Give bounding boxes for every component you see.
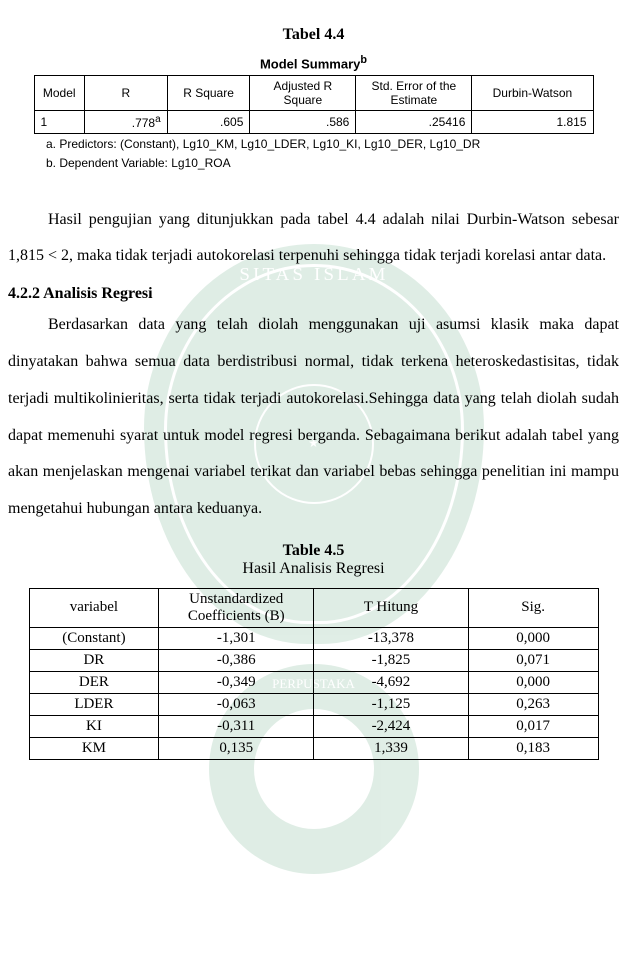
- reg-h-sig: Sig.: [468, 588, 598, 627]
- ms-r-sup: a: [155, 114, 161, 125]
- reg-cell: 0,017: [468, 715, 598, 737]
- reg-cell: -4,692: [314, 671, 469, 693]
- reg-cell: KI: [29, 715, 159, 737]
- reg-cell: KM: [29, 737, 159, 759]
- reg-cell: LDER: [29, 693, 159, 715]
- ms-r2: .605: [167, 111, 250, 134]
- table-4-5-title: Table 4.5: [8, 542, 619, 560]
- model-summary-table: Model R R Square Adjusted R Square Std. …: [34, 75, 594, 134]
- reg-cell: -0,386: [159, 649, 314, 671]
- table-row: KM 0,135 1,339 0,183: [29, 737, 598, 759]
- reg-h-t: T Hitung: [314, 588, 469, 627]
- table-row: LDER -0,063 -1,125 0,263: [29, 693, 598, 715]
- para1-text: Hasil pengujian yang ditunjukkan pada ta…: [8, 211, 619, 265]
- reg-cell: 0,000: [468, 671, 598, 693]
- reg-cell: -1,825: [314, 649, 469, 671]
- ms-h-se: Std. Error of the Estimate: [356, 76, 472, 111]
- ms-dw: 1.815: [472, 111, 593, 134]
- ms-h-dw: Durbin-Watson: [472, 76, 593, 111]
- ms-r-val: .778: [132, 116, 155, 130]
- reg-cell: -2,424: [314, 715, 469, 737]
- reg-cell: 0,000: [468, 627, 598, 649]
- model-summary-title: Model Summaryb: [8, 54, 619, 71]
- reg-cell: 0,263: [468, 693, 598, 715]
- model-summary-label: Model Summary: [260, 56, 360, 71]
- table-row: KI -0,311 -2,424 0,017: [29, 715, 598, 737]
- ms-h-model: Model: [34, 76, 84, 111]
- table-row: DR -0,386 -1,825 0,071: [29, 649, 598, 671]
- section-heading: 4.2.2 Analisis Regresi: [8, 285, 619, 303]
- ms-se: .25416: [356, 111, 472, 134]
- reg-h-b: Unstandardized Coefficients (B): [159, 588, 314, 627]
- reg-cell: (Constant): [29, 627, 159, 649]
- table-4-5-subtitle: Hasil Analisis Regresi: [8, 560, 619, 578]
- table-row: DER -0,349 -4,692 0,000: [29, 671, 598, 693]
- table-4-4-title: Tabel 4.4: [8, 26, 619, 44]
- ms-r: .778a: [84, 111, 167, 134]
- paragraph-1: Hasil pengujian yang ditunjukkan pada ta…: [8, 202, 619, 276]
- reg-cell: 0,135: [159, 737, 314, 759]
- reg-cell: DR: [29, 649, 159, 671]
- reg-cell: -1,301: [159, 627, 314, 649]
- reg-cell: 0,183: [468, 737, 598, 759]
- reg-cell: -13,378: [314, 627, 469, 649]
- reg-cell: -0,063: [159, 693, 314, 715]
- reg-cell: 0,071: [468, 649, 598, 671]
- footnote-b: b. Dependent Variable: Lg10_ROA: [46, 156, 619, 172]
- reg-cell: -0,349: [159, 671, 314, 693]
- para2-text: Berdasarkan data yang telah diolah mengg…: [8, 316, 619, 517]
- reg-h-var: variabel: [29, 588, 159, 627]
- ms-adj: .586: [250, 111, 356, 134]
- ms-model: 1: [34, 111, 84, 134]
- page-content: Tabel 4.4 Model Summaryb Model R R Squar…: [8, 26, 619, 760]
- footnote-a: a. Predictors: (Constant), Lg10_KM, Lg10…: [46, 137, 619, 153]
- reg-cell: -0,311: [159, 715, 314, 737]
- reg-cell: 1,339: [314, 737, 469, 759]
- paragraph-2: Berdasarkan data yang telah diolah mengg…: [8, 307, 619, 528]
- ms-h-r: R: [84, 76, 167, 111]
- ms-h-r2: R Square: [167, 76, 250, 111]
- reg-cell: -1,125: [314, 693, 469, 715]
- model-summary-sup: b: [360, 54, 367, 66]
- ms-h-adj: Adjusted R Square: [250, 76, 356, 111]
- reg-cell: DER: [29, 671, 159, 693]
- regression-table: variabel Unstandardized Coefficients (B)…: [29, 588, 599, 760]
- table-row: (Constant) -1,301 -13,378 0,000: [29, 627, 598, 649]
